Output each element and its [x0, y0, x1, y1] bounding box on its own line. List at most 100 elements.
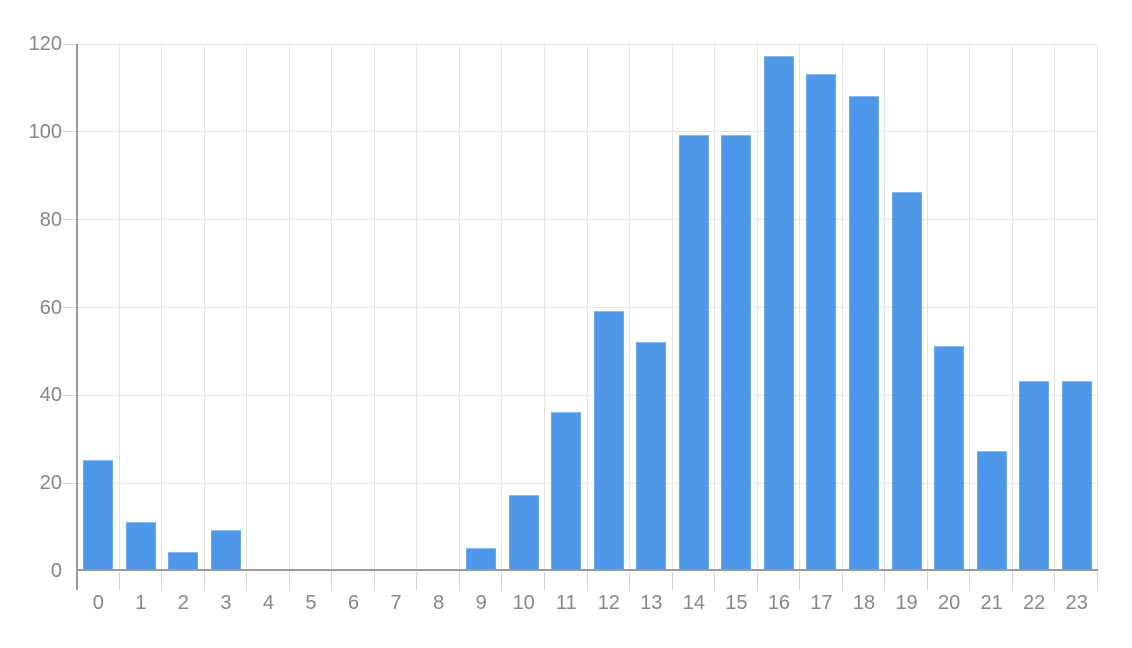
- x-gridline-22: [1012, 44, 1013, 571]
- y-axis-line: [76, 44, 78, 590]
- bar-hour-11: [551, 412, 582, 570]
- x-tick-label-10: 10: [512, 592, 535, 614]
- x-tick-19: [884, 572, 885, 590]
- y-gridline-60: [63, 307, 1098, 308]
- x-tick-12: [587, 572, 588, 590]
- plot-area: [63, 43, 1098, 590]
- x-gridline-16: [757, 44, 758, 571]
- x-tick-24: [1097, 572, 1098, 590]
- x-gridline-2: [161, 44, 162, 571]
- x-tick-7: [374, 572, 375, 590]
- x-gridline-3: [204, 44, 205, 571]
- x-gridline-15: [714, 44, 715, 571]
- x-tick-label-4: 4: [262, 592, 274, 614]
- x-tick-9: [459, 572, 460, 590]
- x-tick-label-14: 14: [682, 592, 705, 614]
- x-tick-22: [1012, 572, 1013, 590]
- x-gridline-4: [246, 44, 247, 571]
- x-tick-label-7: 7: [390, 592, 402, 614]
- x-tick-label-3: 3: [220, 592, 232, 614]
- x-tick-10: [501, 572, 502, 590]
- x-gridline-24: [1097, 44, 1098, 571]
- y-tick-label-60: 60: [39, 296, 62, 319]
- bar-hour-14: [678, 135, 709, 570]
- x-tick-label-17: 17: [810, 592, 833, 614]
- x-gridline-13: [629, 44, 630, 571]
- x-gridline-8: [416, 44, 417, 571]
- x-tick-label-20: 20: [937, 592, 961, 614]
- x-tick-23: [1054, 572, 1055, 590]
- y-gridline-120: [63, 43, 1098, 45]
- x-gridline-7: [374, 44, 375, 571]
- x-tick-1: [119, 572, 120, 590]
- y-gridline-40: [63, 394, 1098, 396]
- x-tick-label-22: 22: [1023, 592, 1046, 614]
- bar-hour-12: [593, 311, 624, 570]
- bar-hour-21: [976, 451, 1007, 570]
- bar-hour-19: [891, 192, 922, 570]
- bar-hour-2: [168, 552, 199, 570]
- bar-hour-1: [125, 522, 156, 570]
- y-tick-label-40: 40: [39, 384, 62, 407]
- x-tick-label-6: 6: [347, 592, 360, 614]
- x-tick-14: [672, 572, 673, 590]
- x-tick-label-9: 9: [475, 592, 487, 614]
- x-tick-label-13: 13: [640, 592, 663, 614]
- x-gridline-9: [459, 44, 460, 571]
- x-gridline-20: [927, 44, 928, 571]
- y-gridline-100: [63, 131, 1098, 133]
- x-tick-label-5: 5: [305, 592, 317, 614]
- y-tick-label-0: 0: [50, 560, 62, 582]
- x-gridline-12: [587, 44, 588, 571]
- x-tick-16: [757, 572, 758, 590]
- x-tick-18: [842, 572, 843, 590]
- x-tick-label-0: 0: [92, 592, 104, 614]
- bar-hour-10: [508, 495, 539, 570]
- bar-hour-0: [83, 460, 114, 570]
- x-gridline-6: [331, 44, 332, 571]
- x-tick-8: [416, 572, 417, 590]
- bar-hour-3: [210, 530, 241, 570]
- x-axis-line: [77, 569, 1098, 571]
- x-tick-20: [927, 572, 928, 590]
- y-tick-label-120: 120: [28, 33, 62, 55]
- x-gridline-18: [842, 44, 843, 571]
- y-tick-label-100: 100: [28, 120, 62, 143]
- x-gridline-10: [501, 44, 502, 571]
- x-gridline-23: [1054, 44, 1055, 571]
- x-tick-label-12: 12: [597, 592, 620, 614]
- x-gridline-11: [544, 44, 545, 571]
- x-tick-label-23: 23: [1065, 592, 1088, 614]
- x-tick-label-19: 19: [895, 592, 918, 614]
- y-gridline-80: [63, 219, 1098, 221]
- x-gridline-19: [884, 44, 885, 571]
- x-gridline-1: [119, 44, 120, 571]
- x-tick-label-18: 18: [852, 592, 876, 614]
- x-tick-label-21: 21: [980, 592, 1003, 614]
- x-gridline-17: [799, 44, 800, 571]
- bar-hour-18: [849, 96, 880, 570]
- x-tick-5: [289, 572, 290, 590]
- x-tick-3: [204, 572, 205, 590]
- x-tick-label-2: 2: [177, 592, 189, 614]
- y-tick-label-80: 80: [39, 208, 62, 231]
- bar-hour-23: [1061, 381, 1092, 570]
- x-tick-label-11: 11: [555, 592, 577, 614]
- x-gridline-5: [289, 44, 290, 571]
- x-tick-label-16: 16: [767, 592, 791, 614]
- x-tick-17: [799, 572, 800, 590]
- bar-hour-15: [721, 135, 752, 570]
- bar-hour-16: [763, 56, 794, 570]
- y-tick-label-20: 20: [39, 472, 62, 495]
- x-tick-6: [331, 572, 332, 590]
- x-tick-label-8: 8: [433, 592, 445, 614]
- x-tick-label-15: 15: [725, 592, 748, 614]
- bar-hour-9: [466, 548, 497, 570]
- bar-hour-20: [934, 346, 965, 570]
- x-gridline-21: [969, 44, 970, 571]
- x-tick-2: [161, 572, 162, 590]
- x-tick-15: [714, 572, 715, 590]
- x-tick-11: [544, 572, 545, 590]
- bar-hour-17: [806, 74, 837, 570]
